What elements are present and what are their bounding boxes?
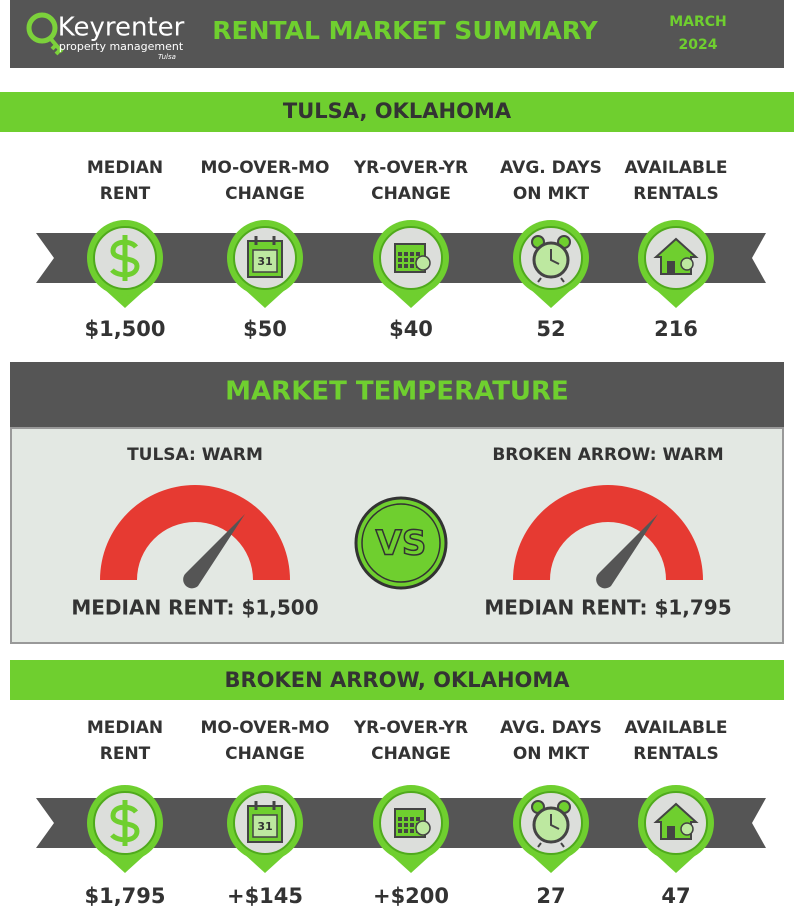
schedule-cell <box>410 258 414 262</box>
metric-value: 27 <box>536 884 565 908</box>
metric-label: YR-OVER-YR <box>353 718 468 738</box>
section-title: BROKEN ARROW, OKLAHOMA <box>224 668 570 692</box>
metric-label: RENTALS <box>633 744 718 764</box>
house-door <box>667 261 675 274</box>
metric-label: AVG. DAYS <box>500 158 602 178</box>
section-title: TULSA, OKLAHOMA <box>283 99 512 123</box>
metric-label: RENTALS <box>633 184 718 204</box>
right-label: BROKEN ARROW: WARM <box>492 445 723 465</box>
house-badge <box>680 822 694 836</box>
header-bar <box>10 0 784 68</box>
logo-city: Tulsa <box>158 53 176 61</box>
gauge-arc <box>100 485 290 580</box>
metric-label: RENT <box>100 744 151 764</box>
calendar-face <box>252 249 278 273</box>
right-median: MEDIAN RENT: $1,795 <box>484 596 731 620</box>
logo-tagline: property management <box>59 40 184 53</box>
section-bar <box>0 92 794 132</box>
metric-label: CHANGE <box>371 744 451 764</box>
metric-label: CHANGE <box>371 184 451 204</box>
calendar-face <box>252 814 278 838</box>
page-title: RENTAL MARKET SUMMARY <box>212 16 598 45</box>
schedule-clock <box>415 255 431 271</box>
metrics-row: MEDIAN RENT $1,795 MO-OVER-MO CHANGE 31 +$145 Y… <box>36 718 766 908</box>
logo-name: Keyrenter <box>58 13 185 43</box>
schedule-cell <box>404 252 408 256</box>
metric-label: ON MKT <box>513 744 590 764</box>
logo: Keyrenter property management Tulsa <box>26 12 185 61</box>
section-bar <box>10 660 784 700</box>
schedule-cell <box>398 817 402 821</box>
metric-value: +$145 <box>227 884 303 908</box>
gauges <box>100 485 703 589</box>
metric-value: 216 <box>654 317 698 341</box>
calendar-day: 31 <box>257 820 272 833</box>
schedule-cell <box>410 264 414 268</box>
gauge-needle <box>183 514 245 589</box>
schedule-cell <box>398 252 402 256</box>
dollar-icon <box>110 800 140 846</box>
metric-label: AVAILABLE <box>625 718 728 738</box>
schedule-cell <box>410 817 414 821</box>
metric-label: YR-OVER-YR <box>353 158 468 178</box>
left-median: MEDIAN RENT: $1,500 <box>71 596 318 620</box>
metric-label: ON MKT <box>513 184 590 204</box>
metric-label: CHANGE <box>225 744 305 764</box>
vs-text: VS <box>376 524 427 564</box>
gauge-arc <box>513 485 703 580</box>
metric-value: +$200 <box>373 884 449 908</box>
metric-value: $1,795 <box>84 884 165 908</box>
metric-value: $1,500 <box>84 317 165 341</box>
schedule-cell <box>398 823 402 827</box>
schedule-cell <box>398 829 402 833</box>
metric-value: $40 <box>389 317 433 341</box>
house-badge <box>680 257 694 271</box>
metric-label: MEDIAN <box>87 158 163 178</box>
metric-value: 47 <box>661 884 690 908</box>
schedule-cell <box>404 823 408 827</box>
schedule-cell <box>398 264 402 268</box>
metric-label: AVAILABLE <box>625 158 728 178</box>
dollar-icon <box>110 235 140 281</box>
metrics-row: MEDIAN RENT $1,500 MO-OVER-MO CHANGE 31 $50 YR-… <box>36 158 766 341</box>
schedule-cell <box>410 829 414 833</box>
house-door <box>667 826 675 839</box>
calendar-rings <box>254 236 276 245</box>
month: MARCH <box>669 14 727 30</box>
schedule-cell <box>404 817 408 821</box>
schedule-cell <box>416 252 420 256</box>
schedule-cell <box>410 252 414 256</box>
metric-value: 52 <box>536 317 565 341</box>
clock-hands <box>537 249 565 283</box>
temperature-title: MARKET TEMPERATURE <box>225 377 569 407</box>
year: 2024 <box>679 37 718 53</box>
schedule-cell <box>398 258 402 262</box>
calendar-rings <box>254 801 276 810</box>
schedule-cell <box>404 264 408 268</box>
gauge-needle <box>596 514 658 589</box>
metric-value: $50 <box>243 317 287 341</box>
metric-label: RENT <box>100 184 151 204</box>
metric-label: MEDIAN <box>87 718 163 738</box>
schedule-cell <box>416 817 420 821</box>
schedule-cell <box>404 258 408 262</box>
vs-badge: VS <box>354 496 448 590</box>
metric-label: AVG. DAYS <box>500 718 602 738</box>
schedule-clock <box>415 820 431 836</box>
metric-label: MO-OVER-MO <box>200 718 329 738</box>
calendar-day: 31 <box>257 255 272 268</box>
clock-hands <box>537 814 565 848</box>
schedule-cell <box>410 823 414 827</box>
metric-label: MO-OVER-MO <box>200 158 329 178</box>
metric-label: CHANGE <box>225 184 305 204</box>
schedule-cell <box>404 829 408 833</box>
temperature-header <box>10 362 784 428</box>
left-label: TULSA: WARM <box>127 445 263 465</box>
